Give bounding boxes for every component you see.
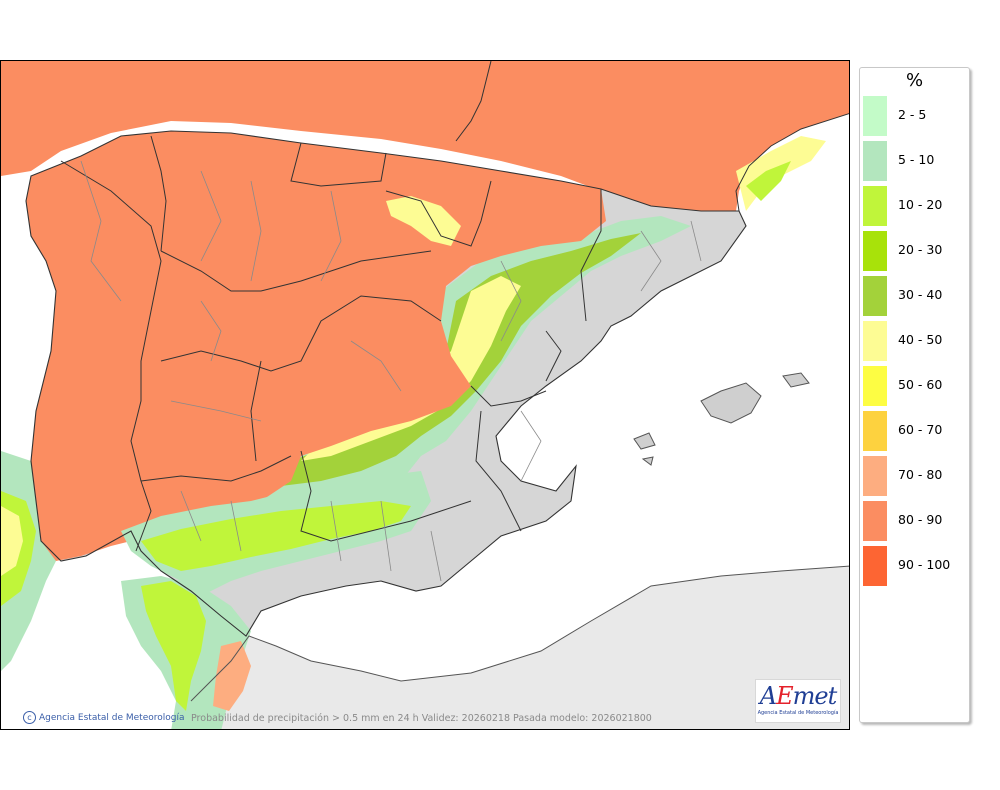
iberia-coastline — [25, 130, 747, 637]
agency-credit: c Agencia Estatal de Meteorología — [23, 711, 185, 724]
aemet-logo-subtitle: Agencia Estatal de Meteorología — [757, 710, 839, 716]
atlantic-yellow — [1, 506, 23, 576]
legend-item: 2 - 5 — [863, 94, 968, 136]
legend-swatch — [863, 411, 887, 451]
legend-swatch — [863, 96, 887, 136]
legend-swatch — [863, 366, 887, 406]
interior-orange — [26, 131, 606, 561]
legend-swatch — [863, 501, 887, 541]
mallorca — [700, 382, 762, 424]
map-caption: Probabilidad de precipitación > 0.5 mm e… — [191, 713, 652, 724]
legend-item: 10 - 20 — [863, 184, 968, 226]
legend-label: 60 - 70 — [898, 422, 943, 437]
strait-lime — [141, 581, 206, 711]
africa-coastline — [190, 565, 849, 702]
menorca — [782, 372, 810, 388]
legend-swatch — [863, 231, 887, 271]
legend-swatch — [863, 186, 887, 226]
pyrenees-yellow — [386, 196, 461, 246]
legend-label: 20 - 30 — [898, 242, 943, 257]
copyright-icon: c — [23, 711, 36, 724]
legend-swatch — [863, 456, 887, 496]
legend-label: 70 - 80 — [898, 467, 943, 482]
catalonia-lime — [746, 161, 791, 201]
map-legend: % 2 - 5 5 - 10 10 - 20 20 - 30 30 - 40 40 - 5… — [859, 67, 970, 723]
precipitation-probability-map: c Agencia Estatal de Meteorología Probabi… — [0, 60, 850, 730]
legend-item: 5 - 10 — [863, 139, 968, 181]
map-canvas — [1, 61, 849, 729]
legend-item: 40 - 50 — [863, 319, 968, 361]
legend-item: 70 - 80 — [863, 454, 968, 496]
legend-unit: % — [905, 70, 924, 91]
legend-item: 60 - 70 — [863, 409, 968, 451]
legend-item: 80 - 90 — [863, 499, 968, 541]
france-coastline — [455, 61, 849, 212]
east-yellow-band — [301, 276, 521, 461]
legend-label: 40 - 50 — [898, 332, 943, 347]
legend-item: 50 - 60 — [863, 364, 968, 406]
africa-land — [172, 566, 849, 729]
legend-swatch — [863, 546, 887, 586]
legend-item: 30 - 40 — [863, 274, 968, 316]
legend-label: 30 - 40 — [898, 287, 943, 302]
legend-swatch — [863, 141, 887, 181]
legend-label: 50 - 60 — [898, 377, 943, 392]
legend-label: 80 - 90 — [898, 512, 943, 527]
legend-item: 90 - 100 — [863, 544, 968, 586]
aemet-logo: AEmet Agencia Estatal de Meteorología — [755, 679, 841, 723]
province-borders — [80, 160, 702, 582]
legend-label: 10 - 20 — [898, 197, 943, 212]
agency-credit-text: Agencia Estatal de Meteorología — [39, 713, 185, 723]
legend-swatch — [863, 276, 887, 316]
strait-orange — [213, 641, 251, 711]
legend-item: 20 - 30 — [863, 229, 968, 271]
formentera — [641, 456, 654, 466]
aemet-logo-mark: AEmet — [759, 682, 837, 710]
legend-swatch — [863, 321, 887, 361]
legend-label: 5 - 10 — [898, 152, 935, 167]
andalusia-lime — [141, 501, 411, 571]
legend-label: 2 - 5 — [898, 107, 927, 122]
portugal-border — [60, 160, 162, 552]
ibiza — [633, 432, 656, 450]
legend-label: 90 - 100 — [898, 557, 951, 572]
france-land — [1, 61, 849, 211]
regional-borders — [140, 135, 602, 542]
